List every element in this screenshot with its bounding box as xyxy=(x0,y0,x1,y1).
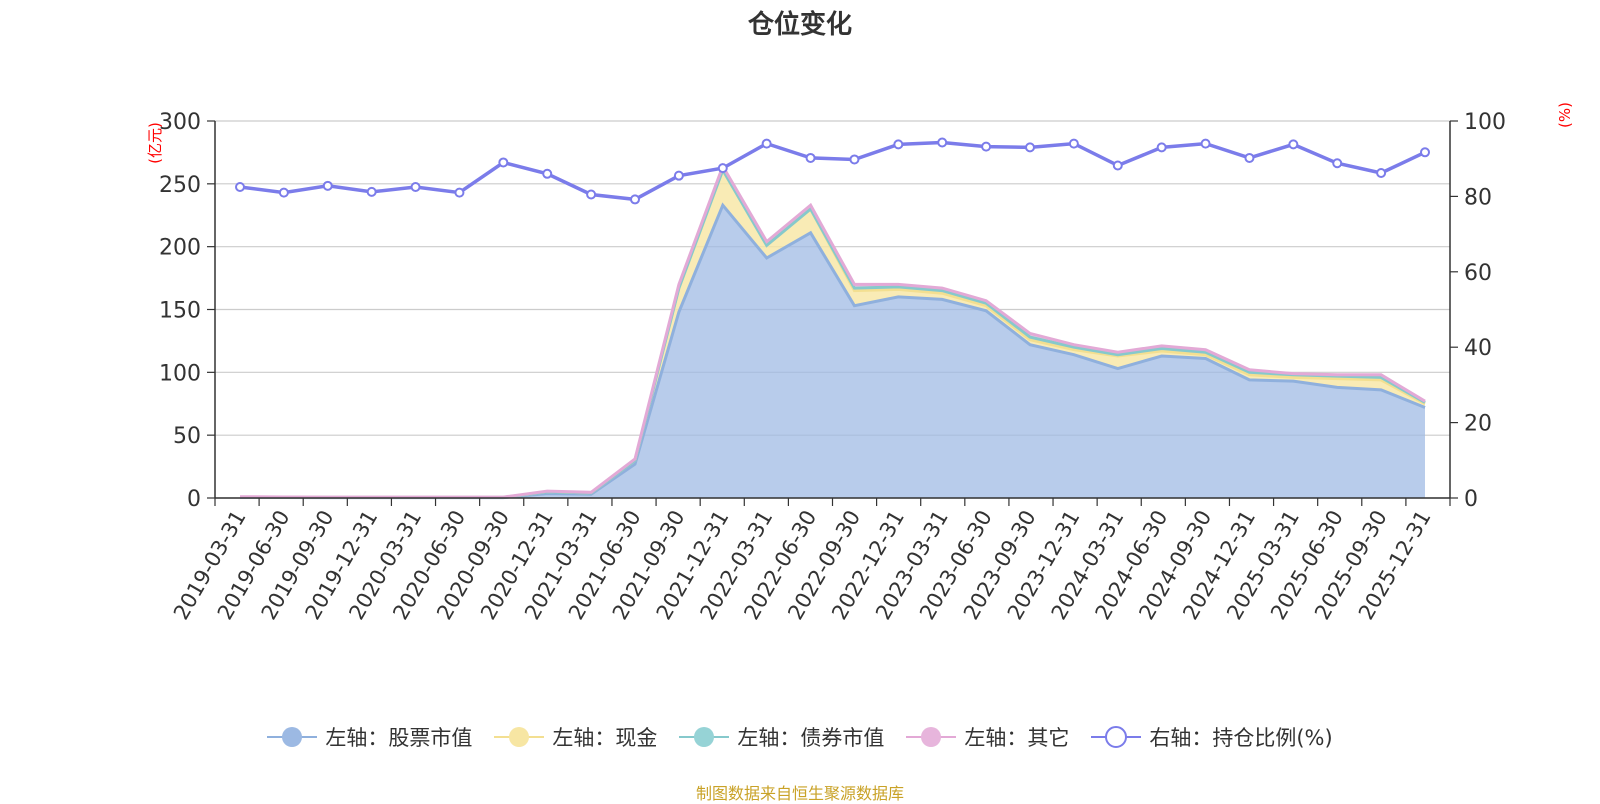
ratio-point xyxy=(1156,142,1167,153)
ratio-point xyxy=(1244,152,1255,163)
right-tick-label: 20 xyxy=(1464,412,1492,437)
ratio-point xyxy=(498,157,509,168)
legend-label: 左轴：其它 xyxy=(964,726,1070,750)
ratio-point xyxy=(893,139,904,150)
ratio-point xyxy=(586,189,597,200)
ratio-point xyxy=(717,163,728,174)
ratio-point xyxy=(673,170,684,181)
area-series xyxy=(239,162,1426,500)
legend-label: 左轴：现金 xyxy=(552,726,658,750)
right-axis-unit: (%) xyxy=(1556,102,1574,128)
legend-item-ratio[interactable]: 右轴：持仓比例(%) xyxy=(1091,722,1333,752)
legend-marker-cash xyxy=(494,727,545,747)
right-tick-label: 0 xyxy=(1464,487,1478,512)
ratio-point xyxy=(1112,160,1123,171)
left-tick-label: 300 xyxy=(159,110,201,135)
legend-label: 左轴：债券市值 xyxy=(737,726,885,750)
ratio-line xyxy=(239,140,1426,202)
ratio-point xyxy=(1332,158,1343,169)
ratio-point xyxy=(1025,142,1035,153)
ratio-point xyxy=(1288,139,1299,150)
ratio-point xyxy=(410,181,421,192)
ratio-point xyxy=(1376,168,1387,179)
ratio-point xyxy=(937,137,948,148)
ratio-point xyxy=(1200,138,1211,149)
ratio-point xyxy=(322,180,333,191)
left-axis-unit: (亿元) xyxy=(146,122,164,164)
legend-item-cash[interactable]: 左轴：现金 xyxy=(494,722,657,752)
ratio-point xyxy=(761,138,772,149)
ratio-point xyxy=(630,194,640,205)
source-note: 制图数据来自恒生聚源数据库 xyxy=(695,784,904,803)
line-other xyxy=(239,162,1426,499)
ratio-point xyxy=(454,187,465,198)
ratio-point xyxy=(805,152,816,163)
legend-item-other[interactable]: 左轴：其它 xyxy=(906,722,1069,752)
left-tick-label: 200 xyxy=(159,236,201,261)
left-tick-label: 50 xyxy=(173,424,201,449)
legend-item-bond[interactable]: 左轴：债券市值 xyxy=(679,722,884,752)
chart-title: 仓位变化 xyxy=(747,10,852,40)
ratio-point xyxy=(235,181,245,192)
legend-marker-bond xyxy=(679,727,730,747)
legend-label: 左轴：股票市值 xyxy=(325,726,473,750)
left-tick-label: 100 xyxy=(159,361,201,386)
line-series xyxy=(235,137,1430,205)
left-tick-label: 150 xyxy=(159,299,201,324)
ratio-point xyxy=(542,168,553,179)
ratio-point xyxy=(849,154,860,165)
legend-marker-other xyxy=(906,727,957,747)
right-tick-label: 100 xyxy=(1464,110,1506,135)
legend-marker-stock xyxy=(267,727,318,747)
right-tick-label: 40 xyxy=(1464,336,1492,361)
ratio-point xyxy=(1068,138,1079,149)
legend-item-stock[interactable]: 左轴：股票市值 xyxy=(267,722,472,752)
left-tick-label: 250 xyxy=(159,173,201,198)
left-tick-label: 0 xyxy=(187,487,201,512)
legend-label: 右轴：持仓比例(%) xyxy=(1149,726,1333,750)
ratio-point xyxy=(278,187,289,198)
right-tick-label: 60 xyxy=(1464,261,1492,286)
right-tick-label: 80 xyxy=(1464,185,1492,210)
ratio-point xyxy=(366,186,377,197)
ratio-point xyxy=(981,141,992,152)
legend-marker-ratio xyxy=(1091,726,1142,748)
ratio-point xyxy=(1420,147,1430,158)
area-stock xyxy=(240,205,1425,498)
legend: 左轴：股票市值 左轴：现金 左轴：债券市值 左轴：其它 右轴：持仓比例(%) xyxy=(0,722,1600,752)
